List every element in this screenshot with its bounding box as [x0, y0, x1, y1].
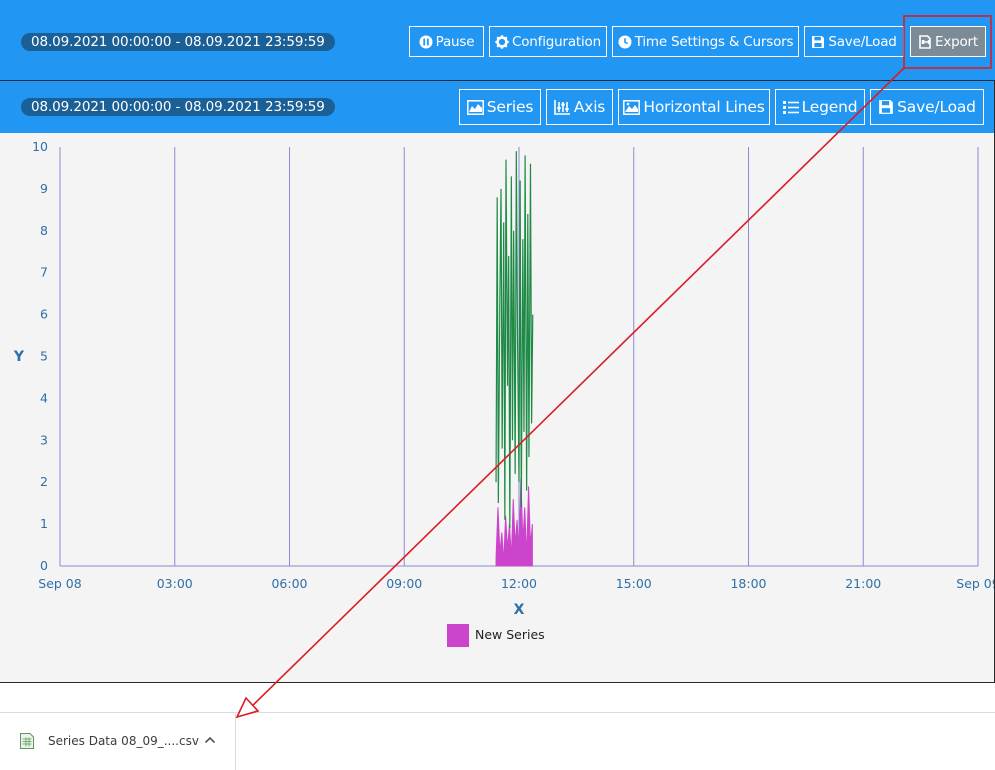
export-file-icon [919, 34, 931, 49]
y-tick-label: 3 [40, 432, 48, 447]
y-tick-label: 8 [40, 223, 48, 238]
mountain-chart-icon [623, 99, 641, 115]
x-axis-label: X [514, 602, 525, 618]
y-tick-label: 9 [40, 181, 48, 196]
y-tick-label: 4 [40, 390, 48, 405]
download-item[interactable]: Series Data 08_09_....csv [0, 713, 236, 770]
download-bar: Series Data 08_09_....csv [0, 712, 995, 770]
export-label: Export [935, 33, 978, 50]
top-toolbar: 08.09.2021 00:00:00 - 08.09.2021 23:59:5… [0, 0, 995, 80]
chart-area: Sep 08 03:00 06:00 09:00 12:00 15:00 18:00 21:0… [0, 133, 995, 683]
chart-toolbar: 08.09.2021 00:00:00 - 08.09.2021 23:59:5… [0, 81, 995, 133]
floppy-disk-icon [879, 100, 894, 114]
legend-swatch [447, 624, 469, 647]
clock-icon [618, 35, 632, 48]
horizontal-lines-button[interactable]: Horizontal Lines [618, 89, 770, 125]
chart-border-bottom [0, 682, 995, 683]
time-settings-label: Time Settings & Cursors [634, 33, 794, 50]
export-button[interactable]: Export [910, 26, 986, 57]
x-tick-label: 03:00 [157, 576, 193, 591]
x-tick-label: 21:00 [845, 576, 881, 591]
x-tick-label: Sep 08 [38, 576, 81, 591]
y-tick-label: 7 [40, 265, 48, 280]
y-tick-label: 1 [40, 516, 48, 531]
pause-button[interactable]: Pause [409, 26, 484, 57]
save-load-button-chart[interactable]: Save/Load [870, 89, 984, 125]
horizontal-lines-label: Horizontal Lines [643, 98, 765, 116]
series-new-series-area [495, 477, 533, 567]
x-tick-label: 18:00 [730, 576, 766, 591]
y-tick-label: 0 [40, 558, 48, 573]
configuration-button[interactable]: Configuration [489, 26, 607, 57]
floppy-disk-icon [812, 35, 825, 48]
series-label: Series [486, 98, 534, 116]
chart-date-range-badge: 08.09.2021 00:00:00 - 08.09.2021 23:59:5… [21, 98, 335, 116]
axis-button[interactable]: Axis [546, 89, 613, 125]
chart-svg: Sep 08 03:00 06:00 09:00 12:00 15:00 18:00 21:0… [13, 139, 995, 647]
x-tick-label: 15:00 [616, 576, 652, 591]
chart-save-load-label: Save/Load [897, 98, 976, 116]
time-settings-button[interactable]: Time Settings & Cursors [612, 26, 799, 57]
legend-label: New Series [475, 627, 545, 642]
chevron-up-icon[interactable] [204, 735, 216, 745]
y-axis-label: Y [13, 349, 25, 365]
date-range-badge: 08.09.2021 00:00:00 - 08.09.2021 23:59:5… [21, 33, 335, 51]
pause-icon [419, 35, 433, 48]
axis-label: Axis [573, 98, 606, 116]
axis-sliders-icon [554, 100, 570, 115]
y-tick-label: 5 [40, 349, 48, 364]
area-chart-icon [466, 99, 484, 115]
legend-button[interactable]: Legend [775, 89, 865, 125]
legend-label: Legend [801, 98, 858, 116]
download-file-name: Series Data 08_09_....csv [48, 734, 199, 748]
y-tick-label: 6 [40, 307, 48, 322]
x-tick-label: 06:00 [271, 576, 307, 591]
gear-icon [495, 34, 509, 49]
series-button[interactable]: Series [459, 89, 541, 125]
save-load-label: Save/Load [828, 33, 897, 50]
y-tick-label: 2 [40, 474, 48, 489]
x-tick-label: Sep 09 [956, 576, 995, 591]
x-tick-label: 09:00 [386, 576, 422, 591]
configuration-label: Configuration [512, 33, 601, 50]
save-load-button-top[interactable]: Save/Load [804, 26, 904, 57]
list-icon [782, 100, 799, 114]
pause-label: Pause [435, 33, 475, 50]
csv-file-icon [20, 733, 34, 749]
y-tick-label: 10 [32, 139, 48, 154]
x-tick-label: 12:00 [501, 576, 537, 591]
series-green-line [495, 151, 534, 529]
